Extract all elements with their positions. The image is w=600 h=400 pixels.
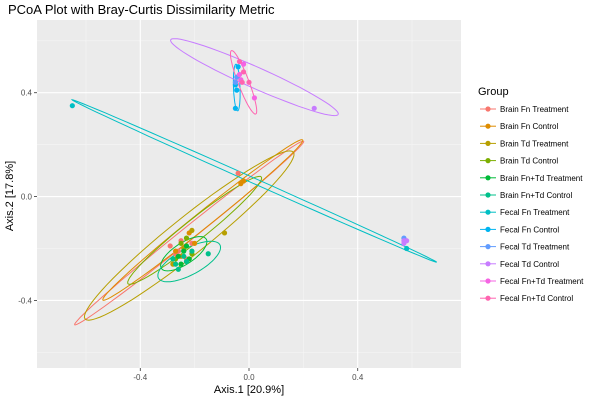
data-point xyxy=(175,253,181,259)
legend-label: Brain Fn+Td Control xyxy=(500,191,572,200)
legend-label: Brain Fn+Td Treatment xyxy=(500,174,583,183)
data-point xyxy=(189,227,195,233)
legend-item: Fecal Fn Control xyxy=(480,225,559,234)
x-axis-label: Axis.1 [20.9%] xyxy=(214,384,284,396)
legend-key-point xyxy=(485,209,491,215)
legend-label: Brain Td Control xyxy=(500,157,558,166)
x-tick-label: -0.4 xyxy=(133,373,147,382)
data-point xyxy=(167,243,173,249)
data-point xyxy=(246,79,252,85)
data-point xyxy=(240,178,247,184)
y-axis-ticks: -0.4 0.0 0.4 xyxy=(18,89,37,305)
legend-item: Fecal Fn Treatment xyxy=(480,208,570,217)
data-point xyxy=(181,248,187,254)
legend-key-point xyxy=(485,261,491,267)
confidence-ellipse xyxy=(127,175,263,285)
confidence-ellipse xyxy=(70,99,438,263)
legend-label: Brain Fn Control xyxy=(500,122,558,131)
data-point xyxy=(170,256,176,262)
legend-item: Fecal Fn+Td Control xyxy=(480,294,573,303)
legend-key-point xyxy=(485,123,491,129)
data-point xyxy=(173,248,179,254)
legend-label: Fecal Fn+Td Control xyxy=(500,294,573,303)
confidence-ellipse xyxy=(157,240,221,283)
data-point xyxy=(178,261,184,267)
data-point xyxy=(183,243,190,249)
data-point xyxy=(232,105,239,111)
legend-label: Fecal Fn Treatment xyxy=(500,208,570,217)
legend-item: Brain Fn+Td Control xyxy=(480,191,572,200)
data-point xyxy=(178,240,184,246)
y-tick-label: 0.0 xyxy=(21,193,33,202)
data-point xyxy=(236,58,243,65)
data-point xyxy=(192,240,198,246)
legend-label: Fecal Fn Control xyxy=(500,225,559,234)
legend-key-point xyxy=(485,106,491,112)
x-tick-label: 0.4 xyxy=(352,373,364,382)
legend: Group Brain Fn Treatment Brain Fn Control… xyxy=(478,86,584,303)
data-point xyxy=(173,261,179,267)
legend-item: Brain Fn Treatment xyxy=(480,105,569,114)
data-point xyxy=(232,79,239,85)
y-axis-label: Axis.2 [17.8%] xyxy=(4,161,16,231)
data-point xyxy=(240,61,247,67)
legend-title: Group xyxy=(478,86,509,98)
legend-label: Brain Fn Treatment xyxy=(500,105,569,114)
data-point xyxy=(181,253,187,259)
data-point xyxy=(235,64,241,70)
legend-key-point xyxy=(485,295,491,301)
confidence-ellipse xyxy=(160,236,208,272)
x-axis-ticks: -0.4 0.0 0.4 xyxy=(133,368,364,382)
legend-key-point xyxy=(485,226,491,232)
legend-key-point xyxy=(485,192,491,198)
legend-item: Brain Td Treatment xyxy=(480,139,569,148)
data-point xyxy=(234,87,240,93)
legend-item: Fecal Fn+Td Treatment xyxy=(480,277,584,286)
data-point xyxy=(183,258,190,265)
legend-key-point xyxy=(485,140,491,146)
data-point xyxy=(239,79,245,85)
legend-item: Brain Fn+Td Treatment xyxy=(480,174,583,183)
y-tick-label: 0.4 xyxy=(21,89,33,98)
data-point xyxy=(221,230,228,236)
data-point xyxy=(69,103,75,109)
data-point xyxy=(183,235,190,241)
legend-item: Brain Fn Control xyxy=(480,122,558,131)
legend-label: Fecal Fn+Td Treatment xyxy=(500,277,584,286)
data-point xyxy=(311,105,317,111)
legend-item: Brain Td Control xyxy=(480,157,558,166)
x-tick-label: 0.0 xyxy=(243,373,255,382)
legend-label: Fecal Td Control xyxy=(500,260,559,269)
data-point xyxy=(175,266,181,272)
plot-panel xyxy=(37,20,461,368)
legend-item: Fecal Td Control xyxy=(480,260,559,269)
legend-label: Fecal Td Treatment xyxy=(500,243,570,252)
legend-key-point xyxy=(485,278,491,284)
data-point xyxy=(251,95,258,101)
data-point xyxy=(236,71,243,78)
data-point xyxy=(189,248,195,254)
confidence-ellipse xyxy=(232,63,241,112)
data-point xyxy=(235,170,241,176)
data-point xyxy=(205,251,211,257)
legend-key-point xyxy=(485,158,491,164)
legend-label: Brain Td Treatment xyxy=(500,139,569,148)
data-point xyxy=(401,238,407,244)
data-point xyxy=(240,69,247,75)
legend-key-point xyxy=(485,244,491,250)
data-point xyxy=(404,245,410,252)
y-tick-label: -0.4 xyxy=(18,296,32,305)
confidence-ellipse xyxy=(170,38,339,117)
legend-item: Fecal Td Treatment xyxy=(480,243,570,252)
legend-key-point xyxy=(485,175,491,181)
confidence-ellipse xyxy=(83,150,295,321)
chart-title: PCoA Plot with Bray-Curtis Dissimilarity… xyxy=(8,2,275,17)
